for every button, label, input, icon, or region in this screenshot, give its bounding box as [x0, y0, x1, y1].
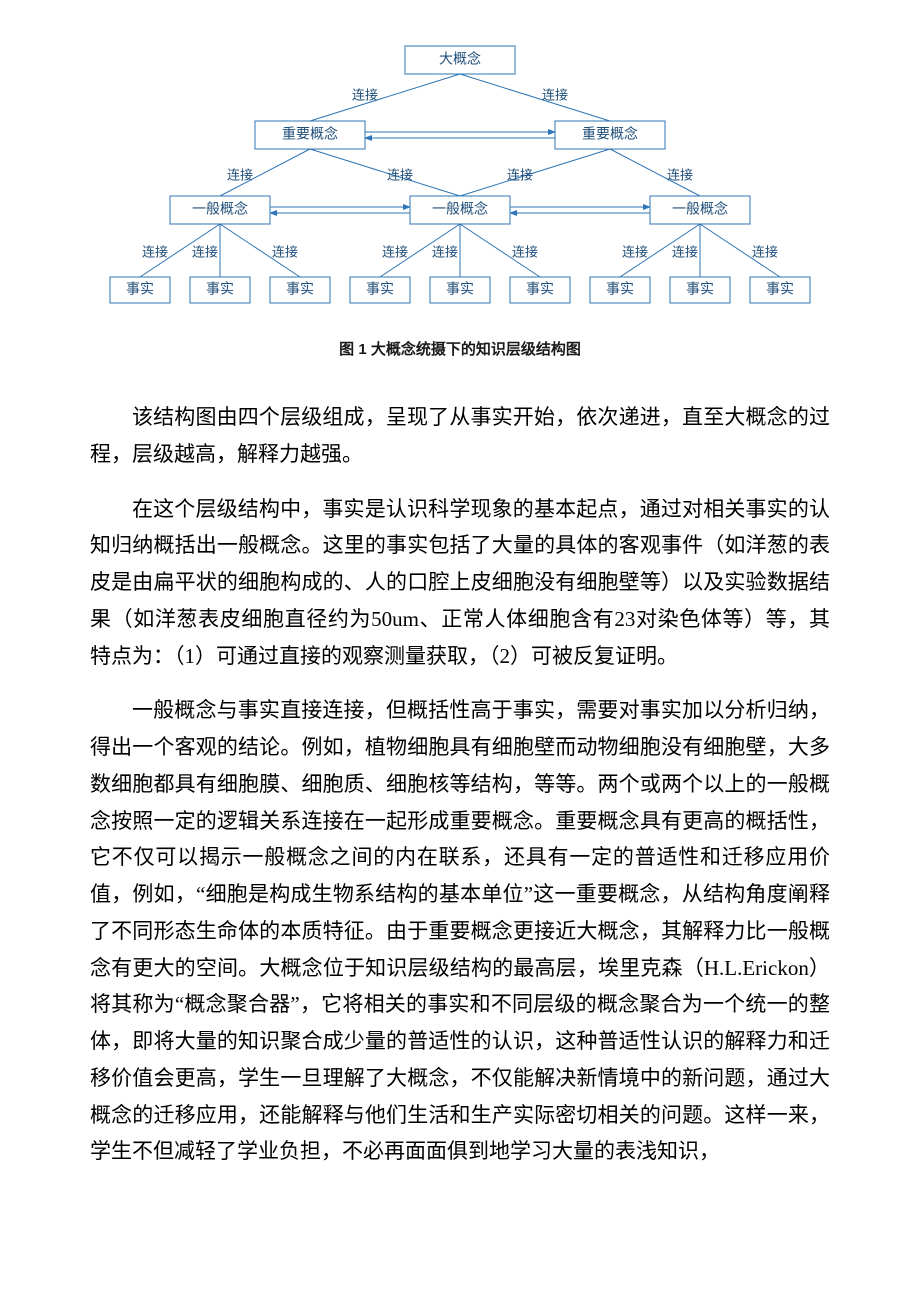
- edge-label: 连接: [542, 88, 568, 103]
- diagram-edge: [310, 74, 460, 121]
- diagram-node-label-f5: 事实: [446, 282, 474, 298]
- diagram-node-label-f8: 事实: [686, 282, 714, 298]
- edge-label: 连接: [512, 245, 538, 260]
- diagram-node-label-l3b: 一般概念: [432, 201, 488, 218]
- diagram-node-label-l2b: 重要概念: [582, 126, 638, 143]
- diagram-caption: 图 1 大概念统摄下的知识层级结构图: [339, 338, 581, 359]
- edge-label: 连接: [432, 245, 458, 260]
- edge-label: 连接: [227, 168, 253, 183]
- diagram-edge: [460, 149, 610, 196]
- edge-label: 连接: [672, 245, 698, 260]
- diagram-node-label-f4: 事实: [366, 282, 394, 298]
- diagram-node-label-l3a: 一般概念: [192, 201, 248, 218]
- diagram-node-label-l2a: 重要概念: [282, 126, 338, 143]
- hierarchy-diagram: 大概念重要概念 重要概念一般概念 一般概念 一般概念事实 事实 事实 事实 事实 事实 事实 事实 事…: [100, 40, 820, 330]
- paragraph-1: 该结构图由四个层级组成，呈现了从事实开始，依次递进，直至大概念的过程，层级越高，…: [90, 399, 830, 473]
- edge-label: 连接: [382, 245, 408, 260]
- diagram-node-label-l3c: 一般概念: [672, 201, 728, 218]
- edge-label: 连接: [622, 245, 648, 260]
- edge-label: 连接: [507, 168, 533, 183]
- diagram-node-label-top: 大概念: [439, 51, 481, 68]
- diagram-node-label-f2: 事实: [206, 282, 234, 298]
- diagram-node-label-f1: 事实: [126, 282, 154, 298]
- edge-label: 连接: [192, 245, 218, 260]
- edge-label: 连接: [667, 168, 693, 183]
- diagram-node-label-f9: 事实: [766, 282, 794, 298]
- diagram-edge: [310, 149, 460, 196]
- paragraph-3: 一般概念与事实直接连接，但概括性高于事实，需要对事实加以分析归纳，得出一个客观的…: [90, 692, 830, 1170]
- edge-label: 连接: [387, 168, 413, 183]
- diagram-node-label-f3: 事实: [286, 282, 314, 298]
- edge-label: 连接: [142, 245, 168, 260]
- edge-label: 连接: [272, 245, 298, 260]
- paragraph-2: 在这个层级结构中，事实是认识科学现象的基本起点，通过对相关事实的认知归纳概括出一…: [90, 491, 830, 675]
- edge-label: 连接: [352, 88, 378, 103]
- diagram-node-label-f7: 事实: [606, 282, 634, 298]
- diagram-edge: [460, 74, 610, 121]
- text-content: 该结构图由四个层级组成，呈现了从事实开始，依次递进，直至大概念的过程，层级越高，…: [0, 399, 920, 1248]
- diagram-node-label-f6: 事实: [526, 282, 554, 298]
- diagram-container: 大概念重要概念 重要概念一般概念 一般概念 一般概念事实 事实 事实 事实 事实 事实 事实 事实 事…: [0, 0, 920, 399]
- edge-label: 连接: [752, 245, 778, 260]
